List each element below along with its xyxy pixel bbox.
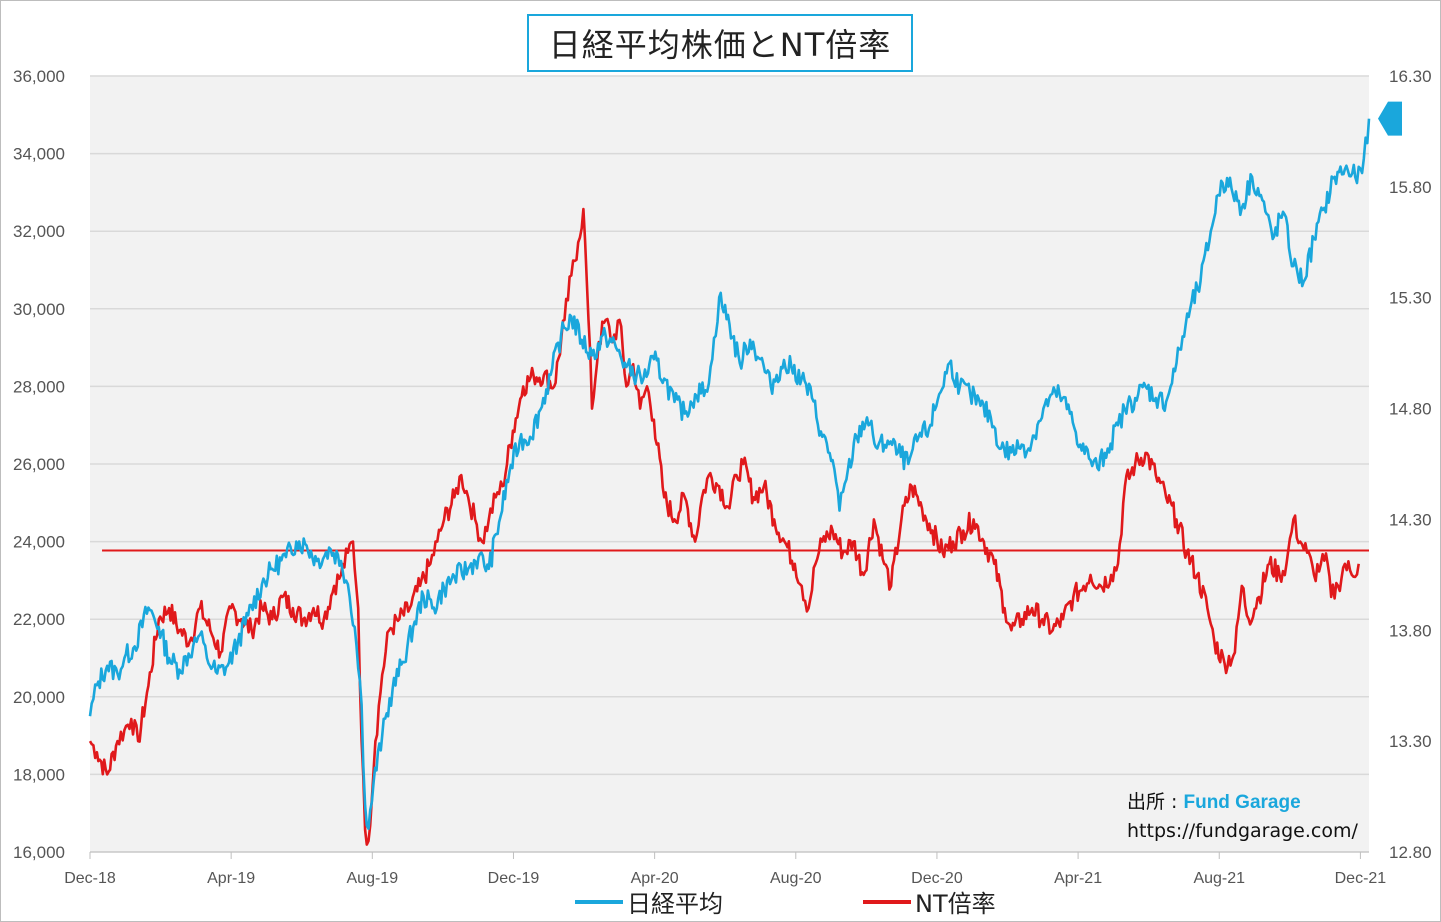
y-left-tick-label: 28,000	[13, 377, 65, 396]
chart-legend: 日経平均 NT倍率	[575, 884, 1136, 919]
y-left-tick-label: 18,000	[13, 765, 65, 784]
series-line-nt	[88, 207, 1360, 846]
y-right-tick-label: 14.80	[1389, 400, 1432, 419]
y-right-tick-label: 12.80	[1389, 843, 1432, 862]
y-left-tick-label: 32,000	[13, 222, 65, 241]
series-line-nikkei	[88, 118, 1371, 831]
x-tick-label: Dec-21	[1335, 870, 1387, 887]
y-left-tick-label: 16,000	[13, 843, 65, 862]
y-right-tick-label: 13.80	[1389, 621, 1432, 640]
x-tick-label: Apr-21	[1054, 870, 1102, 887]
y-right-tick-label: 13.30	[1389, 732, 1432, 751]
chart-title: 日経平均株価とNT倍率	[527, 14, 913, 72]
x-tick-label: Dec-18	[64, 870, 116, 887]
y-left-tick-label: 26,000	[13, 455, 65, 474]
y-left-tick-label: 34,000	[13, 145, 65, 164]
legend-item-nt: NT倍率	[863, 884, 996, 919]
y-right-tick-label: 16.30	[1389, 67, 1432, 86]
source-url: https://fundgarage.com/	[1127, 820, 1358, 842]
y-left-tick-label: 24,000	[13, 533, 65, 552]
source-brand: Fund Garage	[1183, 792, 1301, 813]
x-tick-label: Aug-19	[347, 870, 399, 887]
source-label: 出所 :	[1127, 791, 1184, 813]
legend-swatch-nt	[863, 899, 911, 904]
y-right-tick-label: 15.30	[1389, 289, 1432, 308]
x-tick-label: Aug-20	[770, 870, 822, 887]
source-note: 出所 : Fund Garage https://fundgarage.com/	[1127, 788, 1358, 846]
y-right-tick-label: 15.80	[1389, 178, 1432, 197]
legend-label-nikkei: 日経平均	[627, 890, 723, 918]
x-tick-label: Aug-21	[1193, 870, 1245, 887]
y-left-tick-label: 36,000	[13, 67, 65, 86]
legend-item-nikkei: 日経平均	[575, 884, 723, 919]
x-tick-label: Apr-19	[207, 870, 255, 887]
y-left-tick-label: 30,000	[13, 300, 65, 319]
y-right-tick-label: 14.30	[1389, 510, 1432, 529]
y-left-tick-label: 20,000	[13, 688, 65, 707]
latest-value-marker	[1378, 101, 1402, 136]
x-tick-label: Dec-20	[911, 870, 963, 887]
x-tick-label: Apr-20	[631, 870, 679, 887]
legend-swatch-nikkei	[575, 899, 623, 904]
legend-label-nt: NT倍率	[915, 890, 996, 918]
x-tick-label: Dec-19	[488, 870, 540, 887]
y-left-tick-label: 22,000	[13, 610, 65, 629]
